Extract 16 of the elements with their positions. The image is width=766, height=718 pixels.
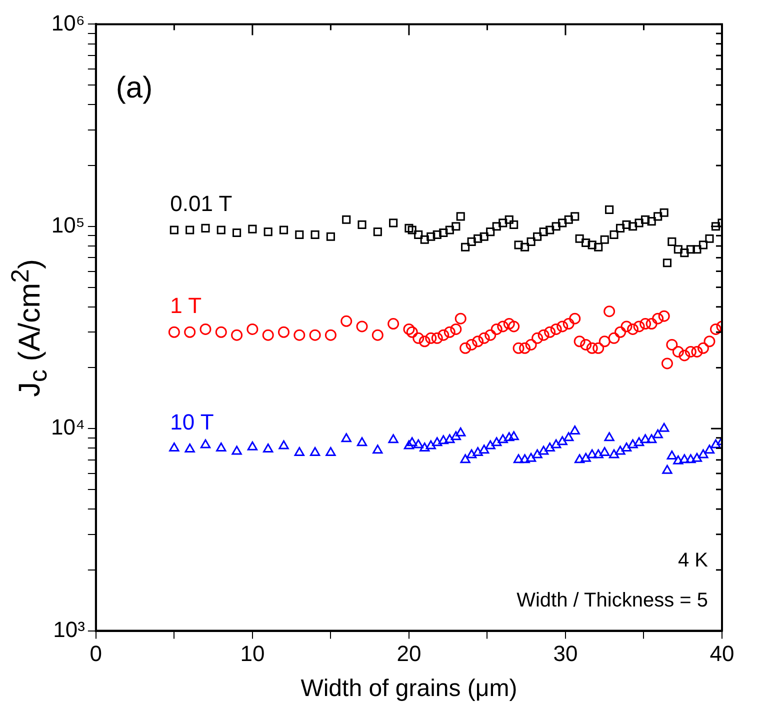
y-tick-label: 10³ bbox=[53, 616, 85, 642]
x-tick-label: 0 bbox=[90, 641, 102, 666]
series-label: 1 T bbox=[170, 293, 202, 318]
y-tick-label: 10⁵ bbox=[51, 212, 85, 238]
y-tick-label: 10⁶ bbox=[51, 10, 85, 36]
x-tick-label: 10 bbox=[240, 641, 265, 666]
y-tick-label: 10⁴ bbox=[50, 414, 85, 440]
annotation: Width / Thickness = 5 bbox=[516, 589, 708, 612]
series-label: 0.01 T bbox=[170, 191, 232, 216]
x-axis-title: Width of grains (μm) bbox=[300, 675, 518, 702]
annotation: 4 K bbox=[678, 549, 709, 572]
x-tick-label: 30 bbox=[553, 641, 578, 666]
x-tick-label: 40 bbox=[710, 641, 734, 666]
series-label: 10 T bbox=[170, 409, 214, 434]
x-tick-label: 20 bbox=[396, 641, 422, 666]
annotation: (a) bbox=[116, 71, 153, 104]
